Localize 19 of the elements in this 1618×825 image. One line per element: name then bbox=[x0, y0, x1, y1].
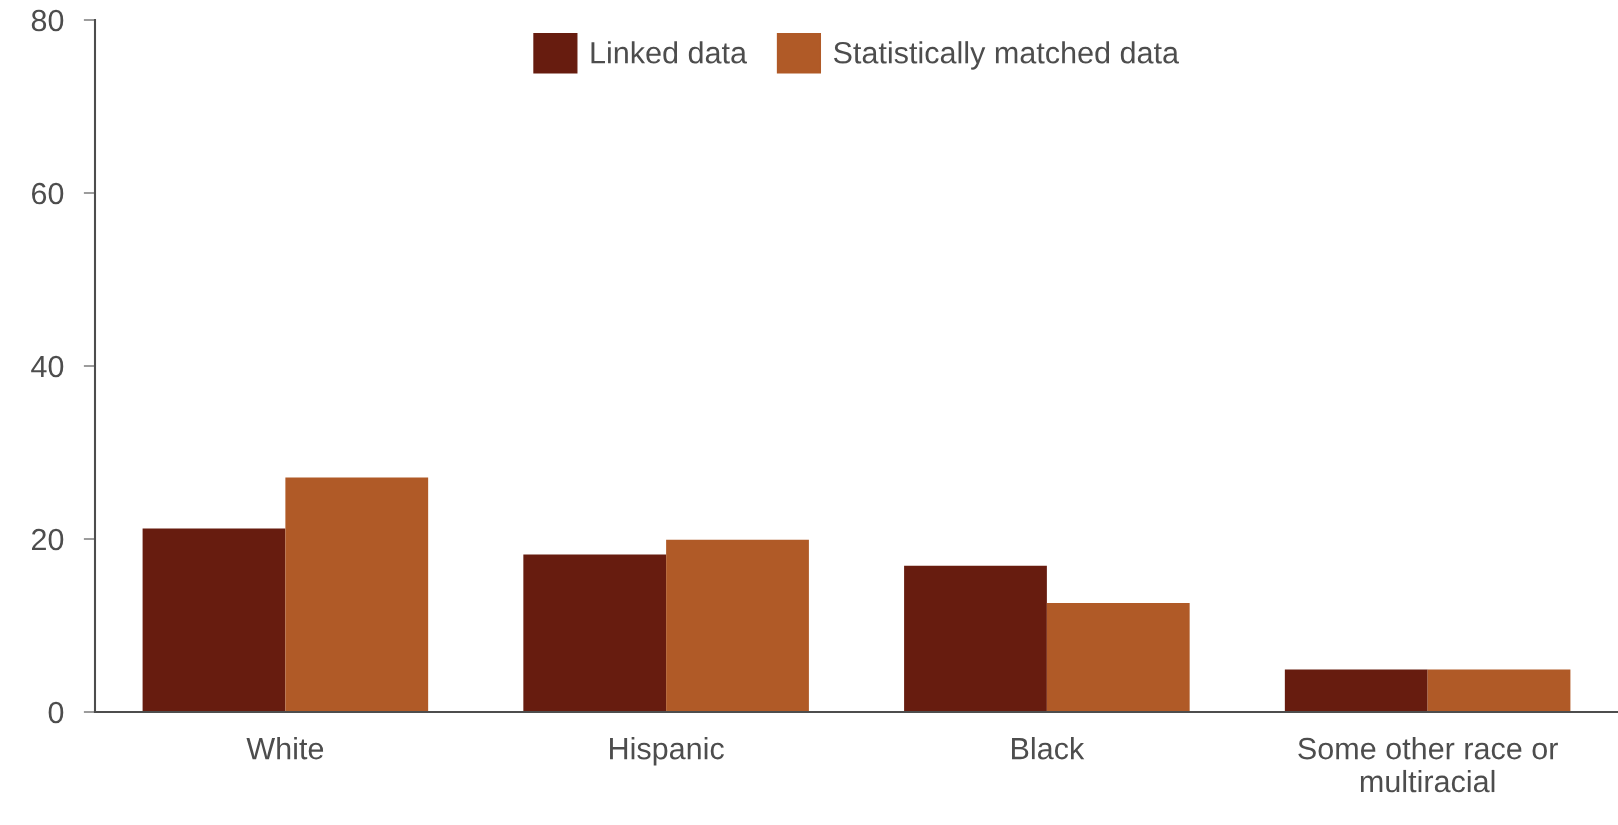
legend-label: Statistically matched data bbox=[833, 41, 1180, 70]
bar bbox=[142, 528, 286, 712]
y-tick-label: 60 bbox=[32, 182, 64, 205]
x-tick-label: White bbox=[246, 737, 324, 760]
y-tick-label: 40 bbox=[31, 355, 64, 378]
y-tick-label: 20 bbox=[32, 528, 64, 551]
legend-label: Linked data bbox=[591, 41, 747, 64]
y-tick-label: 80 bbox=[31, 9, 64, 32]
x-tick-label: Black bbox=[1012, 737, 1085, 760]
bar bbox=[285, 477, 429, 712]
y-tick-label: 0 bbox=[48, 701, 64, 724]
bar bbox=[1284, 669, 1428, 712]
x-tick-label: Some other race or multiracial bbox=[1298, 737, 1558, 793]
bar bbox=[666, 539, 809, 712]
bar bbox=[904, 565, 1047, 712]
x-tick-label: Hispanic bbox=[610, 737, 724, 766]
bar bbox=[1046, 603, 1190, 712]
bar bbox=[1427, 669, 1571, 712]
bar bbox=[523, 554, 667, 712]
